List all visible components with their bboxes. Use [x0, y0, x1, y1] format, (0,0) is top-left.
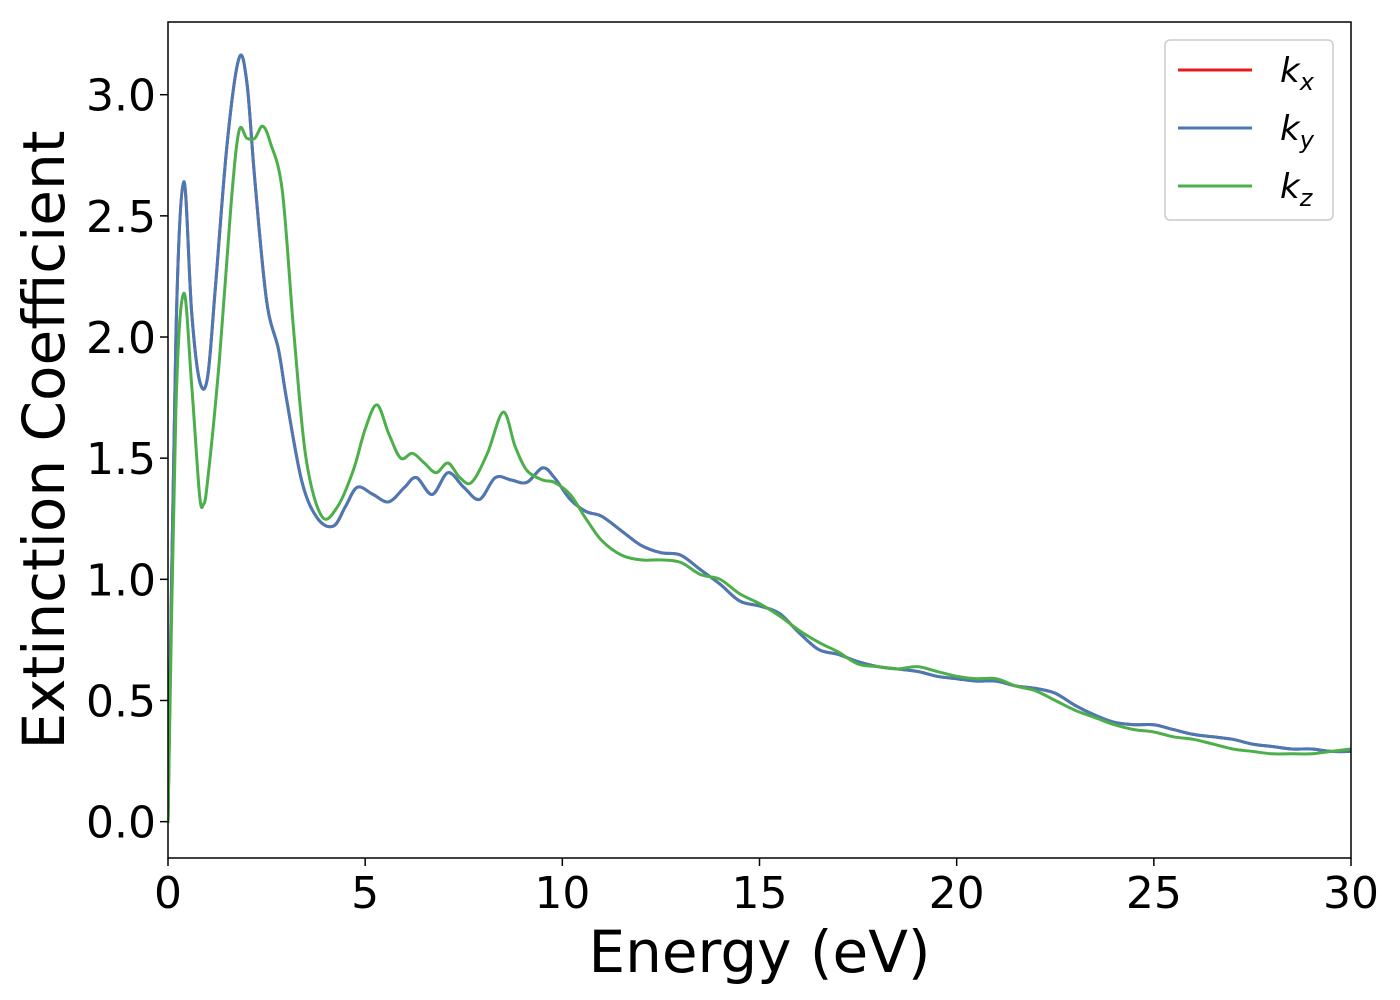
- y-tick-label: 3.0: [86, 71, 156, 122]
- series-layer: [168, 53, 1351, 824]
- x-tick-label: 5: [351, 868, 379, 919]
- legend-box: [1164, 39, 1334, 221]
- y-tick-label: 0.5: [86, 676, 156, 727]
- x-tick-label: 20: [929, 868, 985, 919]
- y-tick-label: 2.5: [86, 192, 156, 243]
- y-tick-label: 1.5: [86, 434, 156, 485]
- x-tick-label: 10: [534, 868, 590, 919]
- series-line-ky: [168, 53, 1351, 824]
- x-tick-label: 15: [732, 868, 788, 919]
- x-tick-label: 30: [1323, 868, 1379, 919]
- y-axis-ticks: 0.0 0.5 1.0 1.5 2.0 2.5 3.0: [86, 71, 168, 849]
- y-tick-label: 0.0: [86, 798, 156, 849]
- legend-label-kz: kz: [1280, 167, 1314, 212]
- x-axis-label: Energy (eV): [588, 918, 930, 986]
- x-tick-label: 0: [154, 868, 182, 919]
- y-tick-label: 2.0: [86, 313, 156, 364]
- y-axis-label: Extinction Coefficient: [10, 131, 78, 750]
- x-axis-ticks: 0 5 10 15 20 25 30: [154, 858, 1379, 919]
- series-line-kz: [168, 124, 1351, 824]
- y-tick-label: 1.0: [86, 555, 156, 606]
- x-tick-label: 25: [1126, 868, 1182, 919]
